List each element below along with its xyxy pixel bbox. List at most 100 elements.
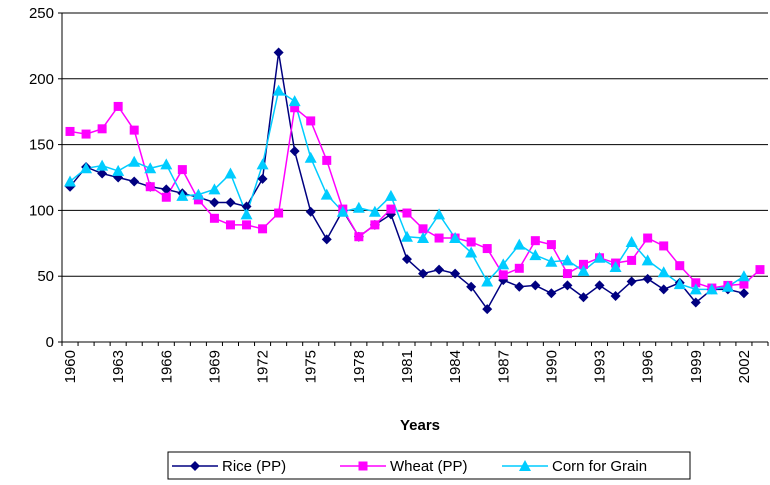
data-point bbox=[593, 251, 606, 263]
x-axis-title: Years bbox=[400, 417, 440, 434]
data-point bbox=[96, 159, 109, 171]
x-tick-label: 1996 bbox=[640, 350, 657, 383]
data-point bbox=[320, 188, 333, 200]
data-point bbox=[272, 84, 285, 96]
data-point bbox=[258, 224, 268, 234]
x-tick-label: 1978 bbox=[351, 350, 368, 383]
data-point bbox=[97, 168, 108, 179]
data-point bbox=[368, 205, 381, 217]
data-point bbox=[642, 273, 653, 284]
series-line bbox=[69, 105, 761, 289]
data-point bbox=[242, 220, 252, 230]
data-point bbox=[482, 304, 493, 315]
data-point bbox=[401, 254, 412, 265]
data-point bbox=[755, 265, 765, 275]
data-point bbox=[450, 268, 461, 279]
x-tick-label: 1981 bbox=[399, 350, 416, 383]
data-point bbox=[97, 124, 107, 134]
data-point bbox=[322, 155, 332, 165]
x-tick-label: 1999 bbox=[688, 350, 705, 383]
data-point bbox=[578, 259, 588, 269]
data-point bbox=[643, 233, 653, 243]
x-tick-label: 1966 bbox=[158, 350, 175, 383]
data-point bbox=[675, 261, 685, 271]
x-tick-label: 1963 bbox=[110, 350, 127, 383]
data-point bbox=[354, 232, 364, 242]
data-point bbox=[225, 197, 236, 208]
x-tick-label: 1972 bbox=[255, 350, 272, 383]
x-tick-label: 2002 bbox=[736, 350, 753, 383]
data-point bbox=[241, 201, 252, 212]
x-tick-label: 1975 bbox=[303, 350, 320, 383]
x-tick-label: 1960 bbox=[62, 350, 79, 383]
data-point bbox=[225, 220, 235, 230]
y-tick-label: 100 bbox=[29, 202, 54, 219]
data-point bbox=[546, 288, 557, 299]
data-point bbox=[498, 270, 508, 280]
data-point bbox=[224, 167, 237, 179]
y-tick-label: 150 bbox=[29, 137, 54, 154]
x-tick-label: 1990 bbox=[543, 350, 560, 383]
data-point bbox=[290, 103, 300, 113]
data-point bbox=[400, 230, 413, 242]
data-point bbox=[274, 208, 284, 218]
data-point bbox=[610, 290, 621, 301]
data-point bbox=[177, 165, 187, 175]
data-point bbox=[466, 281, 477, 292]
data-point bbox=[145, 182, 155, 192]
data-point bbox=[514, 263, 524, 273]
data-point bbox=[561, 254, 574, 266]
y-tick-label: 200 bbox=[29, 71, 54, 88]
data-point bbox=[113, 101, 123, 111]
data-point bbox=[578, 292, 589, 303]
x-tick-label: 1969 bbox=[206, 350, 223, 383]
data-point bbox=[384, 189, 397, 201]
legend-marker bbox=[358, 461, 368, 471]
data-point bbox=[386, 204, 396, 214]
data-point bbox=[112, 164, 125, 176]
x-tick-label: 1984 bbox=[447, 350, 464, 383]
data-point bbox=[513, 238, 526, 250]
data-point bbox=[659, 241, 669, 251]
data-point bbox=[306, 116, 316, 126]
data-point bbox=[65, 126, 75, 136]
data-point bbox=[514, 281, 525, 292]
data-point bbox=[739, 279, 749, 289]
data-point bbox=[626, 276, 637, 287]
data-point bbox=[449, 232, 462, 244]
data-point bbox=[305, 206, 316, 217]
data-point bbox=[689, 283, 702, 295]
data-point bbox=[209, 213, 219, 223]
data-point bbox=[625, 235, 638, 247]
data-point bbox=[128, 155, 141, 167]
data-point bbox=[434, 264, 445, 275]
data-point bbox=[705, 283, 718, 295]
data-point bbox=[465, 246, 478, 258]
data-point bbox=[418, 268, 429, 279]
data-point bbox=[289, 146, 300, 157]
data-point bbox=[193, 195, 203, 205]
data-point bbox=[658, 284, 669, 295]
data-point bbox=[690, 297, 701, 308]
data-point bbox=[208, 183, 221, 195]
legend-box bbox=[167, 451, 691, 480]
data-point bbox=[80, 162, 93, 174]
data-point bbox=[304, 151, 317, 163]
data-point bbox=[192, 188, 205, 200]
data-point bbox=[530, 280, 541, 291]
data-point bbox=[81, 129, 91, 139]
data-point bbox=[577, 264, 590, 276]
data-point bbox=[129, 176, 140, 187]
data-point bbox=[546, 240, 556, 250]
data-point bbox=[288, 95, 301, 107]
data-point bbox=[737, 270, 750, 282]
data-point bbox=[433, 208, 446, 220]
data-point bbox=[64, 175, 77, 187]
data-point bbox=[418, 224, 428, 234]
data-point bbox=[370, 220, 380, 230]
data-point bbox=[721, 280, 734, 292]
data-point bbox=[273, 47, 284, 58]
data-point bbox=[562, 269, 572, 279]
data-point bbox=[352, 201, 365, 213]
